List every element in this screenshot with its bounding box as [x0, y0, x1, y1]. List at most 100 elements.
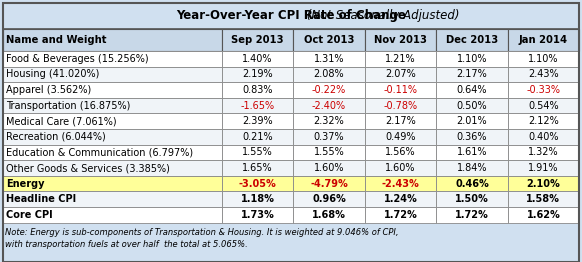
- Text: 0.37%: 0.37%: [314, 132, 345, 142]
- Text: 0.21%: 0.21%: [242, 132, 273, 142]
- Bar: [222, 98, 293, 113]
- Bar: [293, 192, 365, 207]
- Bar: [508, 67, 579, 82]
- Bar: [365, 129, 436, 145]
- Text: 2.07%: 2.07%: [385, 69, 416, 79]
- Text: 1.65%: 1.65%: [242, 163, 273, 173]
- Bar: [293, 67, 365, 82]
- Bar: [365, 176, 436, 192]
- Text: Nov 2013: Nov 2013: [374, 35, 427, 45]
- Text: Energy: Energy: [6, 179, 44, 189]
- Text: Apparel (3.562%): Apparel (3.562%): [6, 85, 91, 95]
- Bar: [293, 160, 365, 176]
- Bar: [3, 98, 222, 113]
- Text: Education & Communication (6.797%): Education & Communication (6.797%): [6, 148, 193, 157]
- Text: Sep 2013: Sep 2013: [231, 35, 284, 45]
- Text: 0.96%: 0.96%: [312, 194, 346, 204]
- Text: -0.78%: -0.78%: [384, 101, 417, 111]
- Bar: [293, 29, 365, 51]
- Bar: [508, 29, 579, 51]
- Bar: [365, 67, 436, 82]
- Bar: [3, 176, 222, 192]
- Bar: [3, 207, 222, 223]
- Text: 1.58%: 1.58%: [527, 194, 560, 204]
- Bar: [293, 145, 365, 160]
- Text: 0.83%: 0.83%: [242, 85, 273, 95]
- Bar: [3, 3, 579, 29]
- Bar: [508, 176, 579, 192]
- Bar: [508, 113, 579, 129]
- Bar: [365, 192, 436, 207]
- Bar: [293, 51, 365, 67]
- Text: 1.60%: 1.60%: [385, 163, 416, 173]
- Bar: [436, 51, 508, 67]
- Bar: [3, 160, 222, 176]
- Bar: [222, 113, 293, 129]
- Bar: [222, 67, 293, 82]
- Bar: [365, 160, 436, 176]
- Text: 1.61%: 1.61%: [457, 148, 487, 157]
- Text: 2.08%: 2.08%: [314, 69, 345, 79]
- Bar: [365, 113, 436, 129]
- Bar: [3, 29, 222, 51]
- Text: 2.12%: 2.12%: [528, 116, 559, 126]
- Text: -3.05%: -3.05%: [239, 179, 276, 189]
- Text: 0.49%: 0.49%: [385, 132, 416, 142]
- Text: 1.91%: 1.91%: [528, 163, 559, 173]
- Bar: [436, 29, 508, 51]
- Text: Food & Beverages (15.256%): Food & Beverages (15.256%): [6, 54, 148, 64]
- Text: -0.33%: -0.33%: [526, 85, 560, 95]
- Text: 1.72%: 1.72%: [384, 210, 417, 220]
- Bar: [293, 207, 365, 223]
- Bar: [293, 129, 365, 145]
- Bar: [508, 207, 579, 223]
- Bar: [222, 176, 293, 192]
- Bar: [508, 51, 579, 67]
- Bar: [222, 29, 293, 51]
- Text: 1.50%: 1.50%: [455, 194, 489, 204]
- Text: 1.73%: 1.73%: [241, 210, 275, 220]
- Bar: [436, 176, 508, 192]
- Bar: [222, 51, 293, 67]
- Bar: [365, 82, 436, 98]
- Bar: [222, 82, 293, 98]
- Bar: [365, 207, 436, 223]
- Text: 1.10%: 1.10%: [528, 54, 559, 64]
- Bar: [3, 51, 222, 67]
- Bar: [222, 129, 293, 145]
- Text: 1.56%: 1.56%: [385, 148, 416, 157]
- Text: 1.10%: 1.10%: [457, 54, 487, 64]
- Text: 2.10%: 2.10%: [527, 179, 560, 189]
- Bar: [436, 145, 508, 160]
- Text: Note: Energy is sub-components of Transportation & Housing. It is weighted at 9.: Note: Energy is sub-components of Transp…: [5, 228, 398, 249]
- Bar: [508, 160, 579, 176]
- Text: 0.40%: 0.40%: [528, 132, 559, 142]
- Bar: [3, 129, 222, 145]
- Text: Recreation (6.044%): Recreation (6.044%): [6, 132, 105, 142]
- Text: 1.32%: 1.32%: [528, 148, 559, 157]
- Bar: [293, 113, 365, 129]
- Text: 2.32%: 2.32%: [314, 116, 345, 126]
- Text: 1.55%: 1.55%: [242, 148, 273, 157]
- Text: 2.17%: 2.17%: [385, 116, 416, 126]
- Text: -0.22%: -0.22%: [312, 85, 346, 95]
- Text: 1.18%: 1.18%: [240, 194, 275, 204]
- Text: 2.01%: 2.01%: [457, 116, 487, 126]
- Bar: [365, 98, 436, 113]
- Bar: [3, 145, 222, 160]
- Bar: [436, 98, 508, 113]
- Bar: [3, 113, 222, 129]
- Text: 2.43%: 2.43%: [528, 69, 559, 79]
- Bar: [436, 113, 508, 129]
- Bar: [365, 145, 436, 160]
- Text: Dec 2013: Dec 2013: [446, 35, 498, 45]
- Text: 1.68%: 1.68%: [312, 210, 346, 220]
- Bar: [3, 225, 579, 262]
- Bar: [222, 207, 293, 223]
- Bar: [365, 51, 436, 67]
- Bar: [508, 82, 579, 98]
- Bar: [436, 160, 508, 176]
- Bar: [436, 67, 508, 82]
- Text: 1.40%: 1.40%: [242, 54, 273, 64]
- Bar: [293, 98, 365, 113]
